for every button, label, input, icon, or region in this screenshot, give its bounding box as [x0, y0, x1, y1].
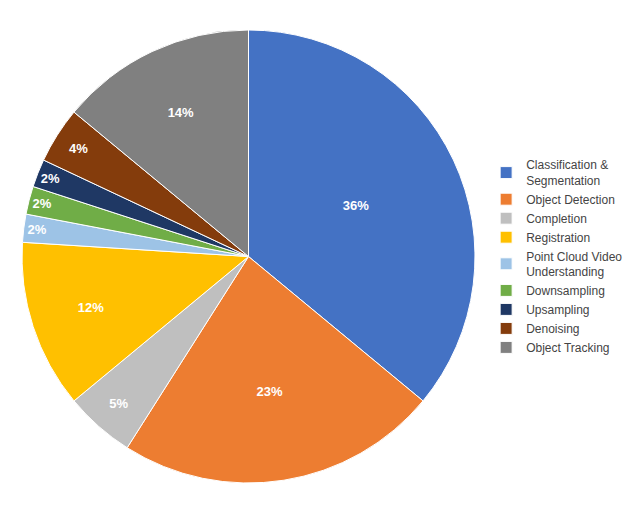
svg-text:Registration: Registration [526, 231, 590, 245]
svg-text:Completion: Completion [526, 212, 587, 226]
svg-text:23%: 23% [257, 384, 283, 399]
svg-text:Denoising: Denoising [526, 322, 579, 336]
svg-text:4%: 4% [69, 141, 88, 156]
svg-text:12%: 12% [78, 300, 104, 315]
svg-text:2%: 2% [41, 171, 60, 186]
svg-text:2%: 2% [32, 196, 51, 211]
svg-text:Object Detection: Object Detection [526, 193, 615, 207]
svg-text:Object Tracking: Object Tracking [526, 341, 609, 355]
svg-text:5%: 5% [109, 396, 128, 411]
svg-text:14%: 14% [168, 105, 194, 120]
svg-text:Classification &Segmentation: Classification &Segmentation [526, 158, 608, 188]
svg-text:2%: 2% [27, 222, 46, 237]
svg-text:Point Cloud VideoUnderstanding: Point Cloud VideoUnderstanding [526, 250, 622, 280]
svg-text:Upsampling: Upsampling [526, 303, 589, 317]
svg-text:Downsampling: Downsampling [526, 284, 605, 298]
svg-text:36%: 36% [343, 198, 369, 213]
